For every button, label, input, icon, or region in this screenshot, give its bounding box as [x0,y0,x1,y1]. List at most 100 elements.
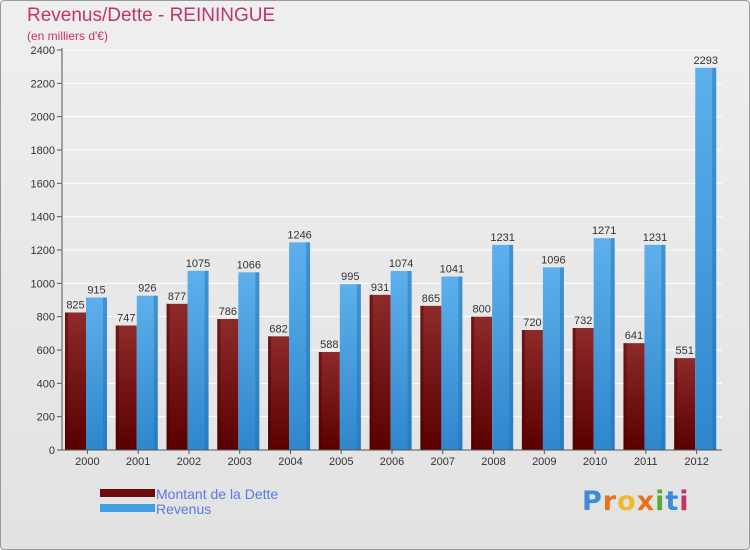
bar-revenus [644,244,666,450]
bar-dette [65,312,86,450]
bar-revenus [593,238,615,450]
y-tick-label: 1400 [31,212,55,224]
bar-revenus-shade [509,244,514,450]
data-label-revenus: 2293 [693,55,717,67]
chart-subtitle: (en milliers d'€) [27,29,108,43]
proxiti-logo: Proxiti [582,486,690,517]
bar-dette-shade [318,352,322,450]
bar-revenus [86,297,107,450]
bar-revenus [542,267,564,450]
bar-dette [674,358,696,450]
data-label-revenus: 1075 [186,258,210,270]
y-tick-label: 600 [37,345,55,357]
bar-revenus-shade [610,238,615,450]
x-tick-label: 2002 [177,456,201,468]
data-label-dette: 877 [168,291,186,303]
bar-dette-shade [369,294,373,450]
x-tick-label: 2012 [684,456,708,468]
bar-revenus-shade [356,284,361,450]
bar-revenus [289,242,311,450]
logo-letter: r [602,486,618,517]
bar-revenus [441,276,463,450]
chart-title: Revenus/Dette - REININGUE [27,5,276,26]
bar-dette-shade [115,325,119,450]
logo-letter: o [617,486,637,517]
y-tick-label: 200 [37,412,55,424]
data-label-revenus: 1231 [643,232,667,244]
bar-revenus-shade [103,297,107,450]
bar-dette-shade [471,316,475,450]
y-tick-label: 0 [49,445,55,457]
bar-revenus [695,67,717,450]
x-tick-label: 2004 [278,456,302,468]
data-label-dette: 825 [66,300,84,312]
data-label-revenus: 1074 [389,258,413,270]
bar-revenus [187,270,209,450]
legend-swatch-dette [100,489,155,497]
bar-revenus [136,295,158,450]
data-label-dette: 641 [625,330,643,342]
bar-revenus-shade [559,267,564,450]
bar-dette [471,316,493,450]
legend-label-revenus: Revenus [156,501,212,517]
x-tick-label: 2009 [532,456,556,468]
bar-dette [268,336,290,450]
bar-revenus-shade [153,295,158,450]
x-tick-label: 2005 [329,456,353,468]
bar-dette [572,328,594,450]
y-tick-label: 1000 [31,278,55,290]
bar-revenus-shade [255,272,260,450]
bar-dette-shade [572,328,576,450]
data-label-dette: 588 [320,339,338,351]
bar-dette-shade [268,336,272,450]
bar-dette [521,330,543,450]
legend-label-dette: Montant de la Dette [156,486,279,502]
x-tick-label: 2001 [126,456,150,468]
y-tick-label: 1600 [31,178,55,190]
y-tick-label: 1800 [31,145,55,157]
data-label-revenus: 926 [138,283,156,295]
y-tick-label: 400 [37,378,55,390]
bar-revenus [238,272,260,450]
data-label-revenus: 915 [87,285,105,297]
bar-dette [217,319,239,450]
data-label-dette: 682 [269,323,287,335]
data-label-dette: 747 [117,313,135,325]
x-tick-label: 2006 [380,456,404,468]
bar-dette-shade [420,305,424,450]
bar-dette-shade [521,330,525,450]
y-tick-label: 800 [37,312,55,324]
x-tick-label: 2003 [227,456,251,468]
x-tick-label: 2000 [75,456,99,468]
y-tick-label: 2000 [31,112,55,124]
x-tick-label: 2010 [583,456,607,468]
logo-letter: i [655,486,666,517]
y-tick-label: 1200 [31,245,55,257]
data-label-revenus: 995 [341,271,359,283]
data-label-revenus: 1271 [592,225,616,237]
bar-dette-shade [65,312,68,450]
bar-revenus-shade [661,244,666,450]
bar-revenus-shade [458,276,463,450]
bar-dette [166,303,188,450]
logo-letter: t [665,486,680,517]
data-label-dette: 551 [676,345,694,357]
bar-dette [318,352,340,450]
data-label-dette: 720 [523,317,541,329]
bar-revenus-shade [712,67,717,450]
data-label-revenus: 1066 [237,259,261,271]
bar-revenus-shade [204,270,209,450]
data-label-dette: 800 [472,304,490,316]
logo-letter: P [582,486,603,517]
bar-dette [623,343,645,450]
bar-dette-shade [166,303,170,450]
x-tick-label: 2011 [634,456,658,468]
data-label-dette: 786 [219,306,237,318]
legend-swatch-revenus [100,504,155,512]
bar-dette [420,305,442,450]
bar-dette [115,325,137,450]
x-tick-label: 2008 [481,456,505,468]
bar-revenus-shade [407,271,412,450]
